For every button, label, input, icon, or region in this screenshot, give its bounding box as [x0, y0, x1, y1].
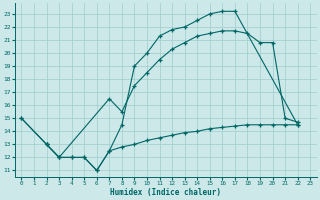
- X-axis label: Humidex (Indice chaleur): Humidex (Indice chaleur): [110, 188, 221, 197]
